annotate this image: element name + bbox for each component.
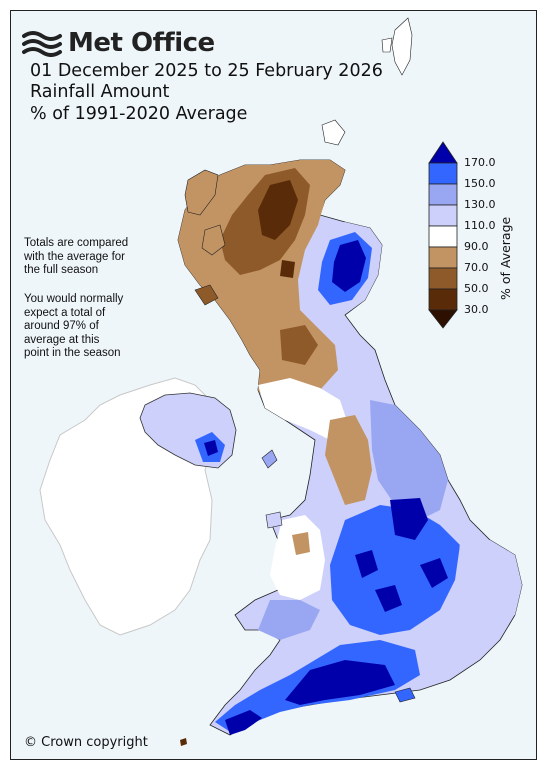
note-line: the full season xyxy=(24,264,99,276)
eastern-england-wet xyxy=(370,400,448,520)
legend-tick: 70.0 xyxy=(464,261,489,274)
scotland-driest-patch xyxy=(280,260,295,278)
period-title: 01 December 2025 to 25 February 2026 xyxy=(30,61,383,81)
ni-very-heavy-rain xyxy=(204,440,218,456)
pennines-dry-region xyxy=(325,415,372,505)
brand-name: Met Office xyxy=(68,28,215,58)
shetland-islands-south xyxy=(381,37,393,53)
southwest-very-heavy xyxy=(285,660,395,705)
met-office-waves-icon xyxy=(22,31,62,57)
legend-band-50-70 xyxy=(428,267,458,290)
cornwall-very-heavy xyxy=(225,710,262,735)
note-line: You would normally xyxy=(24,293,124,305)
wales-region xyxy=(270,515,325,600)
note-line: Totals are compared xyxy=(24,237,129,249)
legend-tick: 50.0 xyxy=(464,282,489,295)
isle-of-wight xyxy=(394,687,416,703)
midlands-heavy-rain xyxy=(330,505,460,635)
skye-island xyxy=(201,224,226,256)
scotland-driest-region xyxy=(258,180,298,240)
east-anglia-region xyxy=(458,540,522,620)
note-line: average at this xyxy=(24,333,100,346)
mull-island xyxy=(194,284,219,306)
isle-of-man xyxy=(261,449,278,469)
midlands-very-heavy-4 xyxy=(420,558,448,588)
legend-band-70-90 xyxy=(428,246,458,269)
central-scotland-dry xyxy=(280,325,318,365)
legend-band-110-130 xyxy=(428,204,458,227)
met-office-logo: Met Office xyxy=(22,28,215,58)
comparison-note: Totals are compared with the average for… xyxy=(24,237,128,278)
orkney-islands xyxy=(321,119,346,146)
baseline-title: % of 1991-2020 Average xyxy=(30,104,248,124)
legend-title: % of Average xyxy=(498,216,513,300)
midlands-very-heavy-3 xyxy=(375,585,402,612)
legend-tick: 110.0 xyxy=(464,219,496,232)
expectation-note: You would normally expect a total of aro… xyxy=(24,293,123,361)
legend-tick: 150.0 xyxy=(464,177,496,190)
legend-tick: 90.0 xyxy=(464,240,489,253)
variable-title: Rainfall Amount xyxy=(30,82,170,102)
note-line: point in the season xyxy=(24,347,121,359)
legend-tick: 170.0 xyxy=(464,156,496,169)
anglesey xyxy=(265,511,283,529)
legend-colorbar xyxy=(428,141,458,329)
note-line: around 97% of xyxy=(24,320,99,332)
northeast-scotland-very-heavy xyxy=(332,240,366,292)
lewis-island xyxy=(184,169,219,216)
shetland-islands xyxy=(391,17,413,76)
scilly-isles xyxy=(180,738,187,746)
legend-band-30-50 xyxy=(428,288,458,311)
wales-dry-patch xyxy=(292,532,310,555)
note-line: with the average for xyxy=(24,250,126,263)
legend-band-150-170 xyxy=(428,162,458,185)
legend-band-130-150 xyxy=(428,183,458,206)
midlands-very-heavy xyxy=(390,498,428,540)
borders-average-region xyxy=(258,378,350,440)
midlands-very-heavy-2 xyxy=(355,550,378,578)
legend-extend-low xyxy=(428,309,458,329)
copyright-notice: © Crown copyright xyxy=(24,735,148,750)
legend-band-90-110 xyxy=(428,225,458,248)
legend-tick: 30.0 xyxy=(464,303,489,316)
note-line: expect a total of xyxy=(24,306,106,319)
legend-tick: 130.0 xyxy=(464,198,496,211)
south-wales-wet xyxy=(258,600,320,640)
legend-extend-high xyxy=(428,141,458,164)
